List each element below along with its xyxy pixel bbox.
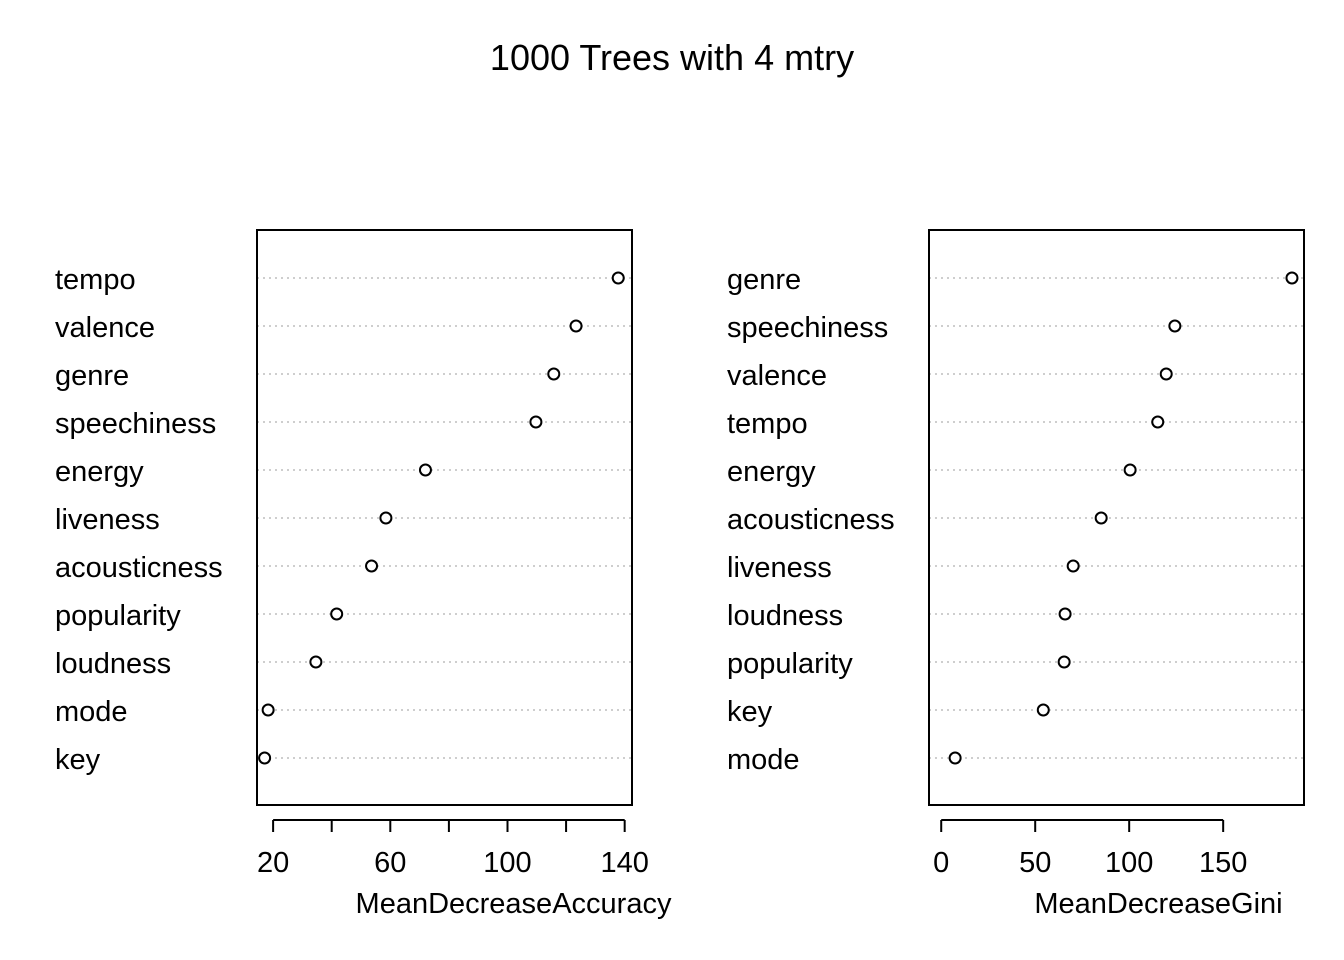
plot-frame	[928, 229, 1305, 806]
data-point	[1151, 415, 1165, 429]
category-label: key	[55, 744, 101, 776]
data-point	[379, 511, 393, 525]
category-label: acousticness	[55, 552, 223, 584]
category-label: valence	[727, 360, 827, 392]
category-label: tempo	[55, 264, 136, 296]
x-axis-title: MeanDecreaseGini	[1034, 888, 1282, 920]
x-tick-label: 20	[257, 847, 289, 879]
category-label: liveness	[55, 504, 160, 536]
category-label: speechiness	[55, 408, 216, 440]
data-point	[547, 367, 561, 381]
category-label: energy	[55, 456, 144, 488]
data-point	[261, 703, 275, 717]
category-label: genre	[55, 360, 129, 392]
chart-title: 1000 Trees with 4 mtry	[490, 37, 854, 78]
data-point	[1066, 559, 1080, 573]
category-label: mode	[55, 696, 128, 728]
category-label: acousticness	[727, 504, 895, 536]
data-point	[1159, 367, 1173, 381]
x-tick-label: 100	[1105, 847, 1153, 879]
data-point	[1036, 703, 1050, 717]
category-label: loudness	[727, 600, 843, 632]
x-tick-label: 0	[933, 847, 949, 879]
data-point	[529, 415, 543, 429]
panel-mean-decrease-gini: genre speechiness valence tempo energy acoust…	[727, 229, 1305, 920]
data-point	[1094, 511, 1108, 525]
data-point	[569, 319, 583, 333]
data-point	[1168, 319, 1182, 333]
x-axis-title: MeanDecreaseAccuracy	[356, 888, 672, 920]
category-label: energy	[727, 456, 816, 488]
data-point	[1058, 607, 1072, 621]
x-tick-label: 60	[374, 847, 406, 879]
x-tick-label: 150	[1199, 847, 1247, 879]
x-tick-label: 100	[483, 847, 531, 879]
data-point	[1057, 655, 1071, 669]
category-label: popularity	[55, 600, 181, 632]
panel-mean-decrease-accuracy: tempo valence genre speechiness energy livene…	[55, 229, 672, 920]
category-label: tempo	[727, 408, 808, 440]
category-label: valence	[55, 312, 155, 344]
category-label: loudness	[55, 648, 171, 680]
data-point	[309, 655, 323, 669]
category-label: mode	[727, 744, 800, 776]
x-tick-label: 50	[1019, 847, 1051, 879]
data-point	[258, 751, 272, 765]
x-tick-label: 140	[600, 847, 648, 879]
category-label: liveness	[727, 552, 832, 584]
data-point	[1123, 463, 1137, 477]
plot-frame	[256, 229, 633, 806]
data-point	[418, 463, 432, 477]
category-label: key	[727, 696, 773, 728]
category-label: speechiness	[727, 312, 888, 344]
data-point	[330, 607, 344, 621]
category-label: genre	[727, 264, 801, 296]
data-point	[948, 751, 962, 765]
category-label: popularity	[727, 648, 853, 680]
data-point	[611, 271, 625, 285]
data-point	[365, 559, 379, 573]
data-point	[1285, 271, 1299, 285]
